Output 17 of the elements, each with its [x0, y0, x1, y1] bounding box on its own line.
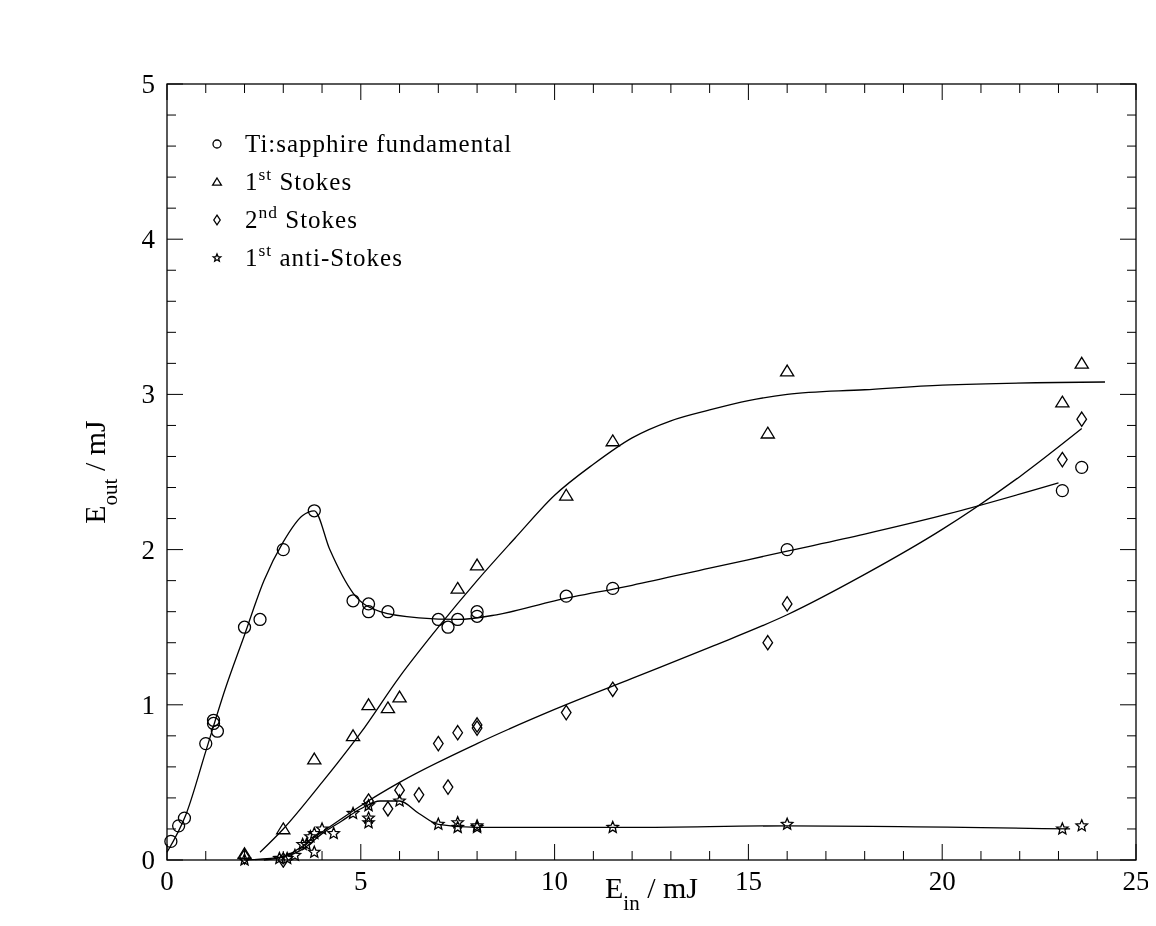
- y-tick-label: 3: [141, 379, 155, 410]
- y-tick-label: 5: [141, 69, 155, 99]
- x-tick-label: 25: [1122, 866, 1150, 896]
- legend-label: 2$^{nd}$ Stokes: [245, 202, 358, 233]
- x-tick-label: 10: [541, 866, 569, 896]
- y-tick-label: 1: [141, 689, 155, 720]
- x-tick-label: 5: [354, 866, 368, 896]
- y-tick-label: 4: [141, 224, 156, 255]
- y-tick-label: 0: [141, 845, 155, 875]
- x-tick-label: 20: [928, 866, 956, 896]
- legend-label: 1$^{st}$ Stokes: [245, 164, 353, 195]
- legend-label: 1$^{st}$ anti-Stokes: [245, 240, 403, 271]
- x-tick-label: 0: [160, 866, 174, 896]
- x-tick-label: 15: [734, 866, 762, 896]
- y-tick-label: 2: [141, 534, 155, 565]
- x-axis-title: E$_{in}$ / mJ: [604, 871, 699, 915]
- legend-label: Ti:sapphire fundamental: [245, 130, 513, 157]
